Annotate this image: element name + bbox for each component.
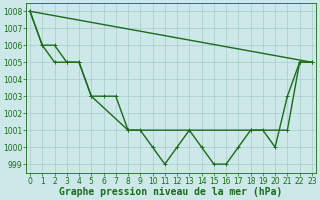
X-axis label: Graphe pression niveau de la mer (hPa): Graphe pression niveau de la mer (hPa) [59, 187, 283, 197]
